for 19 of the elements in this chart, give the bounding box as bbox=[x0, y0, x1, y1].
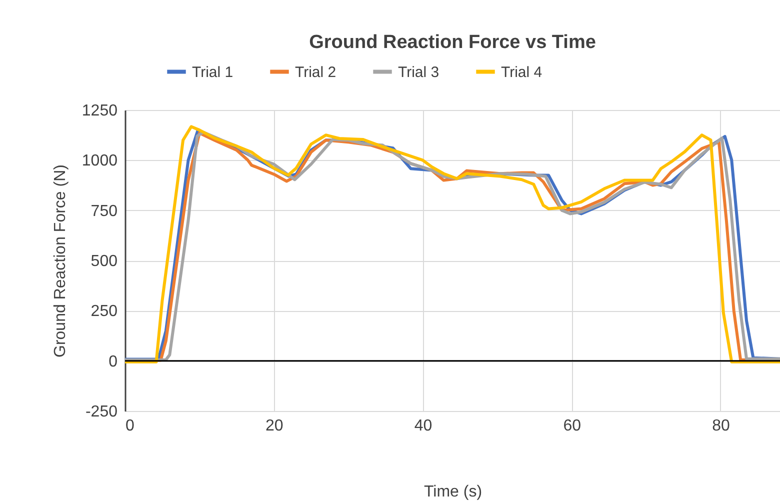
y-tick-label: -250 bbox=[85, 404, 118, 420]
y-tick-label: 1250 bbox=[82, 102, 118, 120]
x-tick-label: 60 bbox=[563, 418, 582, 434]
x-tick-label: 20 bbox=[265, 418, 284, 434]
legend-label: Trial 4 bbox=[501, 64, 542, 81]
x-tick-label: 40 bbox=[414, 418, 432, 434]
legend-label: Trial 3 bbox=[398, 64, 440, 81]
y-tick-label: 0 bbox=[108, 353, 118, 370]
x-tick-label: 80 bbox=[712, 418, 730, 434]
y-axis-title: Ground Reaction Force (N) bbox=[52, 164, 69, 358]
chart-title: Ground Reaction Force vs Time bbox=[309, 32, 596, 53]
x-axis-title: Time (s) bbox=[424, 484, 482, 500]
y-tick-label: 250 bbox=[90, 303, 118, 320]
x-tick-label: 0 bbox=[126, 418, 134, 434]
y-tick-label: 1000 bbox=[82, 152, 118, 170]
legend-label: Trial 1 bbox=[192, 64, 234, 81]
y-tick-label: 500 bbox=[90, 253, 118, 270]
y-tick-label: 750 bbox=[90, 202, 118, 220]
legend-label: Trial 2 bbox=[295, 64, 336, 81]
